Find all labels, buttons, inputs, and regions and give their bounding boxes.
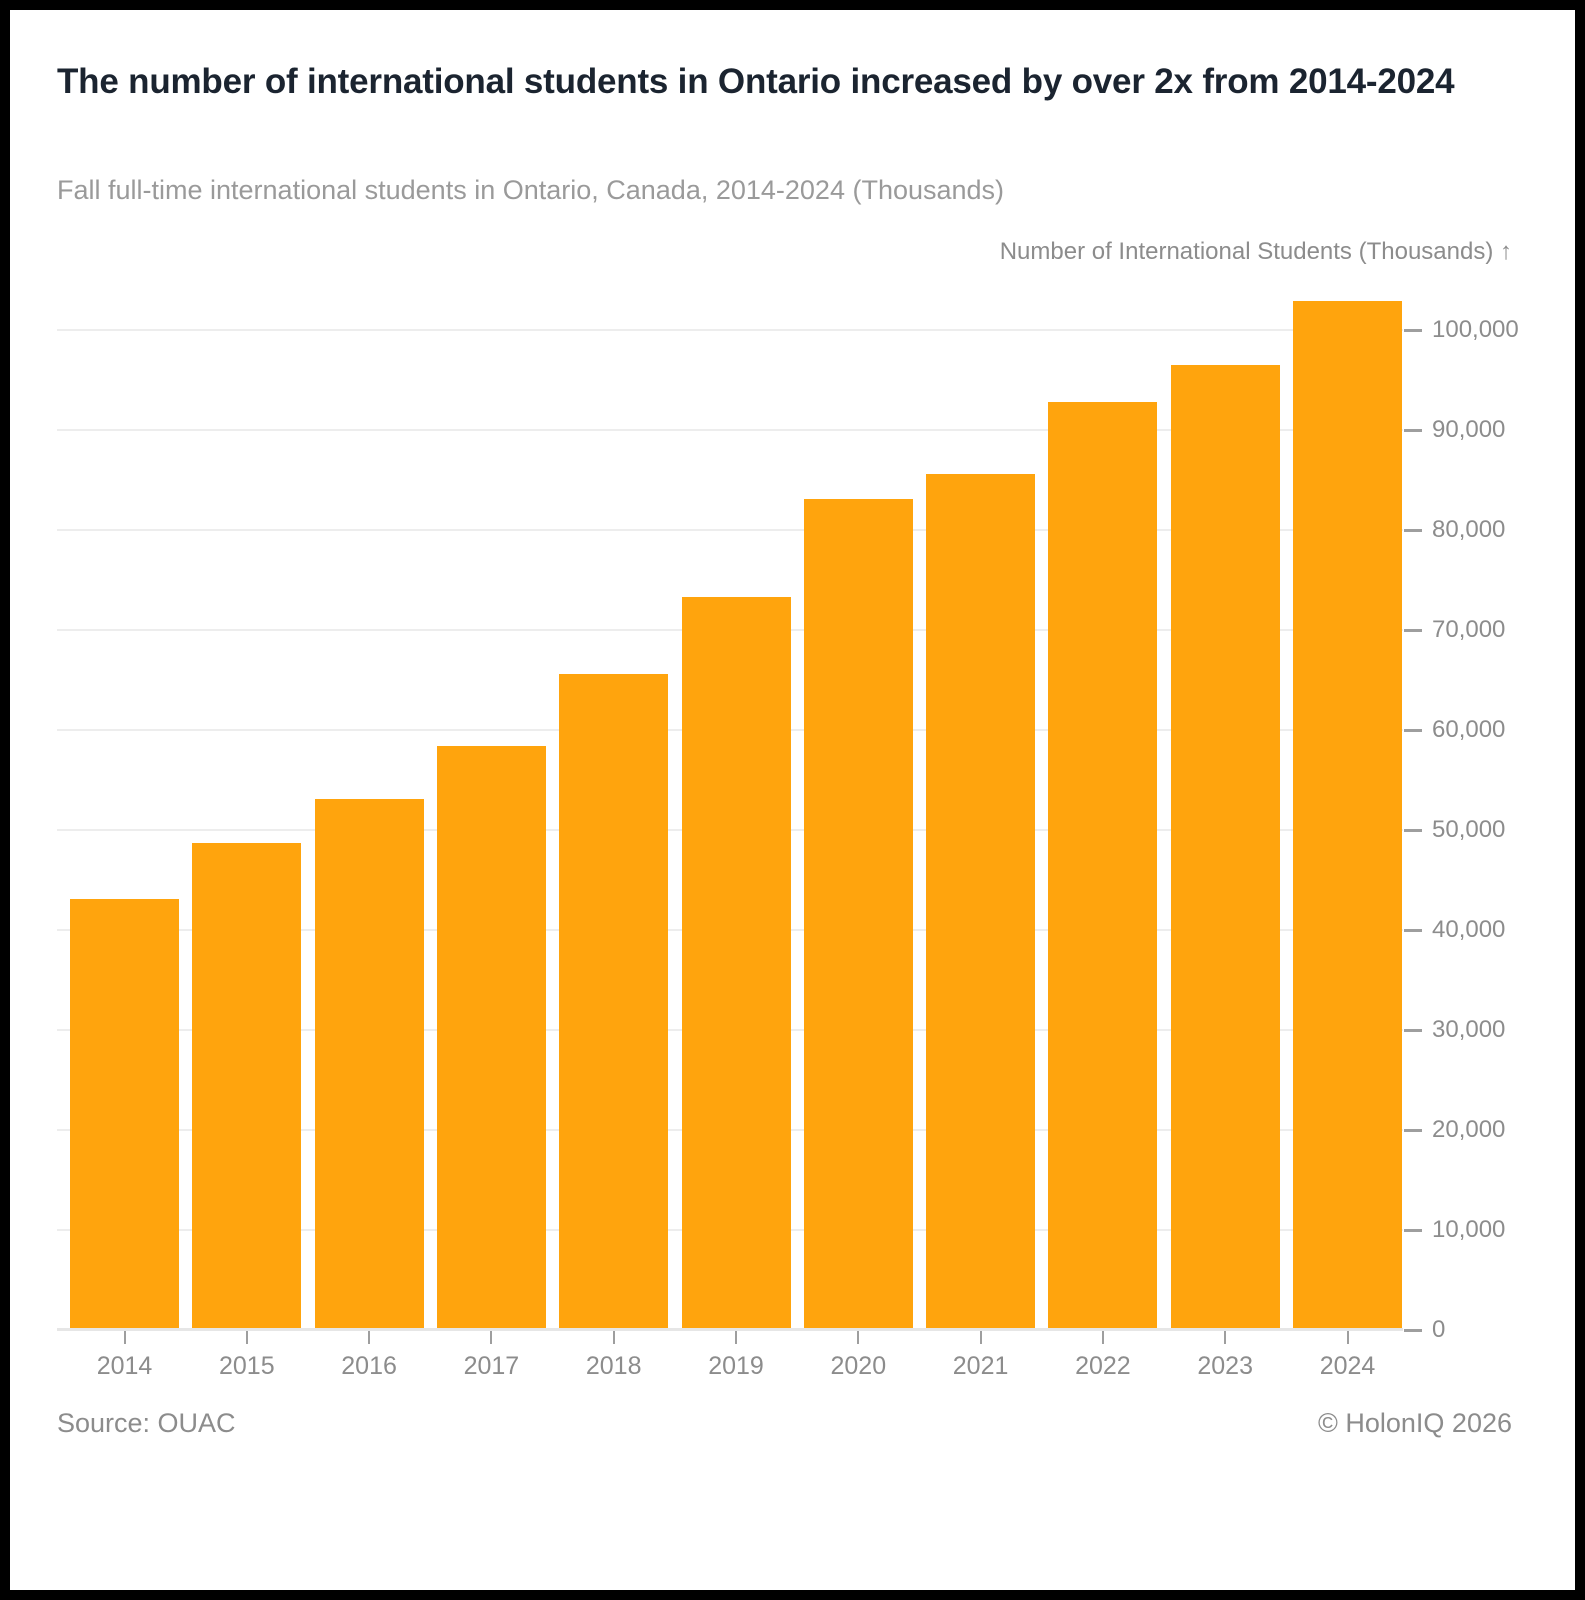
x-tick-2015 bbox=[245, 1331, 248, 1344]
y-tick-label-40000: 40,000 bbox=[1432, 916, 1506, 943]
bar-2015 bbox=[192, 843, 302, 1330]
x-tick-label-2016: 2016 bbox=[341, 1352, 397, 1380]
y-tick-30000 bbox=[1404, 1029, 1422, 1032]
y-tick-label-30000: 30,000 bbox=[1432, 1016, 1506, 1043]
y-tick-label-0: 0 bbox=[1432, 1316, 1446, 1343]
y-tick-90000 bbox=[1404, 429, 1422, 432]
y-tick-80000 bbox=[1404, 529, 1422, 532]
y-tick-label-100000: 100,000 bbox=[1432, 316, 1519, 343]
x-tick-label-2014: 2014 bbox=[96, 1352, 153, 1380]
y-tick-40000 bbox=[1404, 929, 1422, 932]
x-tick-2021 bbox=[979, 1331, 982, 1344]
x-tick-label-2024: 2024 bbox=[1319, 1352, 1376, 1380]
x-axis-line bbox=[57, 1328, 1403, 1331]
bar-2023 bbox=[1170, 365, 1280, 1330]
bar-2014 bbox=[70, 899, 179, 1330]
y-tick-label-60000: 60,000 bbox=[1432, 716, 1506, 743]
y-tick-20000 bbox=[1404, 1129, 1422, 1132]
x-tick-label-2020: 2020 bbox=[830, 1352, 887, 1380]
chart-footer: Source: OUAC © HolonIQ 2026 bbox=[57, 1408, 1512, 1439]
y-tick-label-50000: 50,000 bbox=[1432, 816, 1506, 843]
x-tick-2016 bbox=[368, 1331, 371, 1344]
y-tick-10000 bbox=[1404, 1229, 1422, 1232]
x-tick-2017 bbox=[490, 1331, 493, 1344]
bar-2017 bbox=[436, 746, 546, 1330]
y-tick-label-80000: 80,000 bbox=[1432, 516, 1506, 543]
gridline-90000 bbox=[57, 429, 1403, 431]
y-tick-label-10000: 10,000 bbox=[1432, 1216, 1506, 1243]
y-tick-label-90000: 90,000 bbox=[1432, 416, 1506, 443]
x-tick-label-2018: 2018 bbox=[585, 1352, 642, 1380]
y-tick-label-70000: 70,000 bbox=[1432, 616, 1506, 643]
x-tick-label-2017: 2017 bbox=[463, 1352, 520, 1380]
x-tick-label-2021: 2021 bbox=[952, 1352, 1009, 1380]
x-tick-2018 bbox=[612, 1331, 615, 1344]
x-tick-2022 bbox=[1101, 1331, 1104, 1344]
x-tick-2024 bbox=[1346, 1331, 1349, 1344]
y-axis-title: Number of International Students (Thousa… bbox=[999, 238, 1512, 265]
y-tick-50000 bbox=[1404, 829, 1422, 832]
bar-2024 bbox=[1293, 301, 1402, 1330]
y-tick-100000 bbox=[1404, 329, 1422, 332]
y-tick-0 bbox=[1404, 1329, 1422, 1332]
chart-subtitle: Fall full-time international students in… bbox=[57, 175, 1005, 205]
y-tick-label-20000: 20,000 bbox=[1432, 1116, 1506, 1143]
gridline-80000 bbox=[57, 529, 1403, 531]
x-tick-2020 bbox=[857, 1331, 860, 1344]
x-tick-label-2019: 2019 bbox=[708, 1352, 764, 1380]
x-tick-label-2023: 2023 bbox=[1197, 1352, 1253, 1380]
bar-2019 bbox=[681, 597, 791, 1330]
plot-area bbox=[57, 290, 1403, 1330]
copyright-label: © HolonIQ 2026 bbox=[1317, 1408, 1512, 1438]
bar-2022 bbox=[1048, 402, 1158, 1330]
gridline-100000 bbox=[57, 329, 1403, 331]
bar-2018 bbox=[559, 674, 669, 1330]
x-tick-2019 bbox=[735, 1331, 737, 1344]
source-label: Source: OUAC bbox=[57, 1408, 236, 1438]
x-tick-2023 bbox=[1224, 1331, 1227, 1344]
bar-2021 bbox=[926, 474, 1036, 1330]
page-title: The number of international students in … bbox=[57, 62, 1455, 101]
x-tick-2014 bbox=[123, 1331, 126, 1344]
x-tick-label-2022: 2022 bbox=[1075, 1352, 1131, 1380]
bar-2020 bbox=[803, 499, 913, 1330]
bar-2016 bbox=[314, 799, 424, 1330]
y-tick-60000 bbox=[1404, 729, 1422, 732]
y-tick-70000 bbox=[1404, 629, 1422, 632]
x-tick-label-2015: 2015 bbox=[218, 1352, 275, 1380]
